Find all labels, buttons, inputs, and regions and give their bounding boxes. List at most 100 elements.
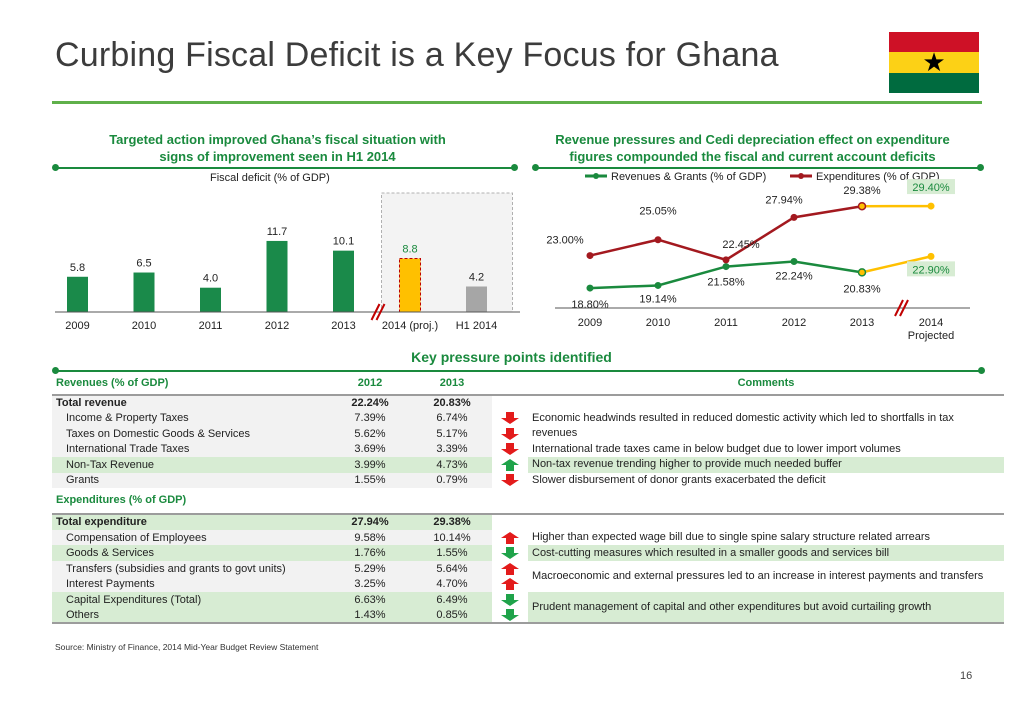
trend-cell: [492, 545, 528, 561]
value-2013: 5.17%: [412, 425, 492, 442]
left-heading-dot-end: [511, 164, 518, 171]
data-label: 23.00%: [546, 235, 584, 247]
x-tick-label: 2012: [265, 320, 289, 332]
arrow-down-icon: [501, 609, 519, 622]
trend-cell: [492, 577, 528, 593]
bar-value-label: 8.8: [402, 244, 417, 256]
comment-cell: Non-tax revenue trending higher to provi…: [528, 456, 1004, 473]
series-line: [589, 204, 863, 262]
data-label: 22.45%: [722, 239, 760, 251]
data-point: [857, 201, 867, 211]
arrow-down-icon: [501, 593, 519, 606]
value-2013: 0.79%: [412, 472, 492, 489]
projected-label-box: [907, 179, 955, 195]
value-2013: 0.85%: [412, 607, 492, 624]
table-divider: [52, 512, 1004, 516]
value-2013: 10.14%: [412, 529, 492, 546]
value-2013: 1.55%: [412, 545, 492, 561]
bar: [399, 258, 421, 313]
data-point: [722, 263, 730, 271]
revenue-expenditure-line-chart: Revenues & Grants (% of GDP) Expenditures…: [546, 171, 970, 342]
data-point: [654, 281, 662, 289]
table-end-divider: [52, 622, 1004, 626]
trend-cell: [492, 608, 528, 624]
table-row: Taxes on Domestic Goods & Services 5.62% 5…: [52, 425, 1004, 442]
projected-label-box: [907, 261, 955, 277]
spacer-cell: [412, 488, 492, 512]
data-label: 18.80%: [571, 299, 609, 311]
row-label: Taxes on Domestic Goods & Services: [52, 425, 328, 442]
value-2013: 4.73%: [412, 456, 492, 473]
table-row: Interest Payments 3.25% 4.70%: [52, 576, 1004, 593]
x-tick-label: 2011: [199, 320, 223, 332]
value-2012: 3.99%: [328, 456, 412, 473]
x-tick-label: 2010: [646, 317, 670, 329]
trend-cell: [492, 473, 528, 489]
axis-break-mark: [899, 299, 909, 317]
data-label: 19.14%: [639, 293, 677, 305]
data-label: 22.24%: [775, 270, 813, 282]
table-row: Non-Tax Revenue 3.99% 4.73% Non-tax revenue…: [52, 456, 1004, 473]
table-row: Total expenditure 27.94% 29.38%: [52, 514, 1004, 530]
x-tick-label: 2013: [331, 320, 355, 332]
value-2012: 3.69%: [328, 441, 412, 457]
trend-cell: [492, 410, 528, 426]
ghana-flag-icon: ★: [889, 32, 979, 93]
row-label: Income & Property Taxes: [52, 410, 328, 426]
x-tick-label: 2009: [578, 317, 602, 329]
left-heading-rule: [55, 167, 515, 169]
data-point: [586, 252, 594, 260]
right-heading-dot-end: [977, 164, 984, 171]
bar: [133, 272, 155, 312]
comment-cell-empty: [528, 514, 1004, 530]
row-label: Non-Tax Revenue: [52, 456, 328, 473]
projected-point: [927, 252, 935, 260]
comment-cell: Macroeconomic and external pressures led…: [528, 560, 1004, 593]
comment-cell: Prudent management of capital and other …: [528, 592, 1004, 624]
trend-cell: [492, 426, 528, 442]
bar-value-label: 5.8: [70, 262, 85, 274]
bar-value-label: 4.0: [203, 273, 218, 285]
x-tick-label: 2013: [850, 317, 874, 329]
arrow-up-icon: [501, 562, 519, 575]
arrow-down-icon: [501, 547, 519, 560]
axis-break-mark: [370, 303, 381, 321]
axis-break-mark: [375, 303, 386, 321]
projected-line: [861, 255, 932, 274]
trend-cell: [492, 457, 528, 473]
comment-cell: Cost-cutting measures which resulted in …: [528, 545, 1004, 561]
arrow-down-icon: [501, 427, 519, 440]
table-row: Goods & Services 1.76% 1.55% Cost-cutting m…: [52, 545, 1004, 561]
row-label: Compensation of Employees: [52, 529, 328, 546]
value-2012: 5.62%: [328, 425, 412, 442]
table-row: Capital Expenditures (Total) 6.63% 6.49% Pr…: [52, 592, 1004, 624]
data-point: [654, 236, 662, 244]
revenue-header-label: Revenues (% of GDP): [56, 376, 169, 389]
source-note: Source: Ministry of Finance, 2014 Mid-Ye…: [55, 642, 319, 652]
projected-label: 22.90%: [912, 264, 950, 276]
page-title: Curbing Fiscal Deficit is a Key Focus fo…: [55, 36, 779, 74]
table-top-rule: [55, 370, 983, 372]
x-tick-label: 2009: [65, 320, 89, 332]
trend-cell: [492, 441, 528, 457]
value-2012: 1.76%: [328, 545, 412, 561]
header-2013: 2013: [439, 376, 465, 389]
trend-cell: [492, 561, 528, 577]
bar: [67, 276, 88, 312]
value-2013: 20.83%: [412, 394, 492, 411]
x-tick-label: 2014 (proj.): [382, 320, 438, 332]
bar: [200, 287, 221, 312]
right-heading-rule: [535, 167, 980, 169]
trend-cell: [492, 395, 528, 411]
x-tick-label: H1 2014: [456, 320, 498, 332]
trend-cell: [492, 514, 528, 530]
left-heading-dot: [52, 164, 59, 171]
row-label: Total expenditure: [52, 514, 328, 530]
value-2012: 1.55%: [328, 472, 412, 489]
value-2013: 5.64%: [412, 560, 492, 577]
value-2012: 22.24%: [328, 394, 412, 411]
bar-value-label: 10.1: [333, 236, 354, 248]
value-2012: 7.39%: [328, 410, 412, 426]
projected-point: [927, 202, 935, 210]
row-label: Goods & Services: [52, 545, 328, 561]
